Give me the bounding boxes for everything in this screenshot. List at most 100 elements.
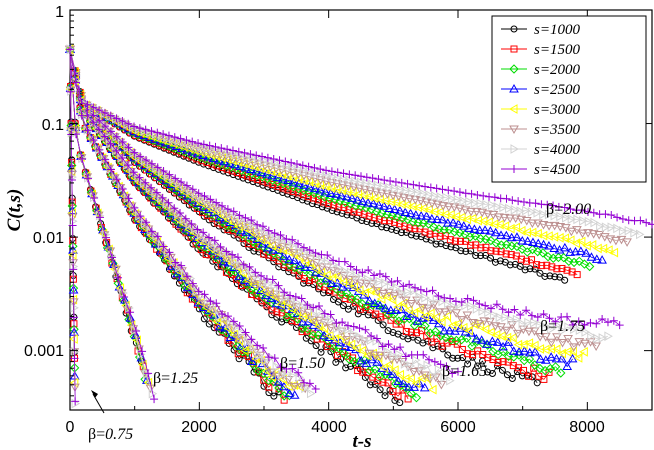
point-s=4000-beta-1.65-67: [446, 375, 455, 386]
point-s=4000-beta-2.00-33: [254, 154, 263, 165]
point-s=2500-beta-1.65-33: [239, 275, 250, 284]
point-s=1500-beta-2.00-59: [365, 212, 373, 220]
point-s=1500-beta-1.65-46: [298, 328, 306, 336]
point-s=1500-beta-2.00-60: [370, 214, 378, 222]
point-s=3000-beta-1.65-37: [265, 289, 274, 299]
point-s=4000-beta-1.65-63: [423, 360, 433, 371]
point-s=4500-beta-1.50-35: [270, 354, 279, 363]
point-s=3000-beta-2.00-93: [571, 238, 580, 249]
point-s=3500-beta-1.75-80: [512, 329, 523, 339]
point-s=3500-beta-1.75-87: [552, 333, 562, 342]
point-s=4500-beta-2.00-14: [147, 127, 156, 136]
point-s=4500-beta-1.50-8: [112, 175, 121, 184]
point-s=1500-beta-1.75-78: [463, 350, 471, 358]
point-s=4500-beta-2.00-41: [304, 162, 313, 171]
annotation-beta-1.75: β=1.75: [540, 318, 585, 335]
point-s=1500-beta-1.75-63: [387, 316, 395, 324]
point-s=1000-beta-1.75-82: [474, 362, 482, 370]
point-s=1000-beta-2.00-93: [526, 265, 534, 273]
point-s=4500-beta-1.65-40: [297, 294, 306, 303]
point-s=4000-beta-1.65-38: [281, 292, 291, 302]
point-s=2500-beta-1.75-85: [519, 346, 530, 355]
point-s=4500-beta-1.50-11: [130, 203, 139, 212]
point-s=2500-beta-1.50-17: [156, 246, 166, 255]
point-s=2500-beta-1.75-92: [556, 353, 567, 363]
point-s=4000-beta-1.75-77: [507, 314, 516, 325]
point-s=4500-beta-1.65-43: [315, 302, 324, 311]
point-s=3000-beta-1.65-48: [325, 330, 334, 341]
point-s=4000-beta-1.50-30: [238, 327, 247, 338]
point-s=4000-beta-1.25-12: [137, 349, 146, 360]
point-s=4000-beta-2.00-63: [425, 190, 434, 200]
point-s=2500-beta-1.75-76: [471, 333, 482, 343]
point-s=4500-beta-1.65-4: [89, 118, 98, 127]
point-s=4000-beta-2.00-46: [328, 172, 337, 182]
point-s=4000-beta-2.00-64: [430, 191, 440, 202]
point-s=4000-beta-2.00-92: [590, 217, 599, 228]
point-s=4000-beta-1.50-42: [306, 388, 316, 399]
point-s=1000-beta-1.75-55: [339, 302, 347, 310]
point-s=3500-beta-2.00-81: [516, 215, 527, 225]
point-s=4500-beta-1.65-26: [216, 242, 225, 251]
point-s=4000-beta-2.00-84: [544, 209, 554, 220]
series-s=4000-beta-1.50: [66, 44, 316, 399]
point-s=2000-beta-2.00-60: [377, 208, 387, 218]
point-s=4500-beta-2.00-10: [124, 119, 133, 128]
point-s=1500-beta-1.75-82: [484, 354, 492, 362]
point-s=2000-beta-2.00-64: [397, 213, 408, 223]
point-s=4500-beta-1.50-3: [83, 126, 92, 135]
point-s=4500-beta-1.75-61: [422, 287, 431, 296]
point-s=4500-beta-2.00-69: [467, 189, 476, 198]
point-s=4500-beta-2.00-23: [199, 140, 208, 149]
point-s=2500-beta-1.75-79: [487, 336, 498, 345]
point-s=4500-beta-1.75-73: [492, 300, 501, 309]
point-s=4000-beta-1.75-11: [129, 147, 138, 158]
point-s=3000-beta-1.75-80: [502, 332, 512, 343]
series-line-s=3000-beta-2.00: [69, 49, 615, 253]
point-s=4000-beta-1.75-58: [398, 288, 407, 299]
point-s=4000-beta-1.50-15: [152, 231, 161, 241]
point-s=1500-beta-1.75-51: [326, 287, 334, 295]
point-s=2000-beta-2.00-77: [465, 232, 475, 242]
point-s=3000-beta-0.75-4: [67, 208, 76, 218]
point-s=4500-beta-1.65-56: [390, 345, 399, 354]
point-s=2000-beta-2.00-59: [371, 206, 382, 217]
point-s=1500-beta-2.00-49: [315, 196, 323, 204]
point-s=4500-beta-1.75-88: [580, 321, 589, 330]
point-s=2500-beta-2.00-74: [458, 221, 469, 230]
point-s=1500-beta-2.00-43: [284, 186, 292, 194]
point-s=3000-beta-1.75-77: [486, 327, 495, 338]
point-s=4500-beta-1.75-85: [563, 312, 572, 321]
point-s=4000-beta-1.50-29: [232, 321, 242, 332]
point-s=4000-beta-1.65-18: [168, 203, 178, 213]
point-s=1500-beta-2.00-57: [355, 208, 363, 216]
point-s=2000-beta-2.00-75: [455, 228, 465, 238]
point-s=3500-beta-2.00-77: [494, 213, 504, 222]
point-s=4500-beta-1.65-66: [448, 369, 457, 378]
x-tick-label-2: 4000: [311, 419, 347, 436]
point-s=4500-beta-2.00-18: [170, 133, 179, 142]
legend-marker-s=3000: [508, 104, 518, 114]
point-s=3000-beta-1.75-48: [327, 273, 337, 283]
point-s=4000-beta-2.00-11: [129, 122, 138, 133]
point-s=4500-beta-2.00-39: [292, 160, 301, 169]
point-s=1500-beta-2.00-42: [279, 184, 287, 192]
point-s=3000-beta-2.00-79: [495, 219, 504, 230]
point-s=4500-beta-1.50-16: [159, 242, 168, 251]
point-s=4000-beta-2.00-97: [618, 226, 628, 236]
point-s=4500-beta-1.50-15: [153, 232, 162, 241]
point-s=4500-beta-1.50-17: [165, 248, 174, 257]
point-s=4000-beta-1.75-83: [541, 322, 550, 332]
point-s=1000-beta-1.65-57: [347, 362, 355, 370]
point-s=2000-beta-1.75-75: [456, 335, 467, 345]
point-s=4000-beta-1.75-40: [295, 245, 304, 256]
point-s=2000-beta-1.75-93: [550, 362, 561, 372]
point-s=1500-beta-2.00-77: [457, 237, 465, 245]
point-s=4000-beta-1.75-60: [409, 286, 419, 296]
point-s=2500-beta-2.00-86: [522, 236, 533, 245]
point-s=3000-beta-1.65-60: [390, 365, 399, 375]
point-s=4500-beta-1.65-49: [349, 322, 358, 331]
point-s=4500-beta-1.75-93: [609, 316, 618, 325]
point-s=4500-beta-1.75-52: [370, 271, 379, 280]
point-s=2500-beta-2.00-75: [464, 223, 474, 232]
